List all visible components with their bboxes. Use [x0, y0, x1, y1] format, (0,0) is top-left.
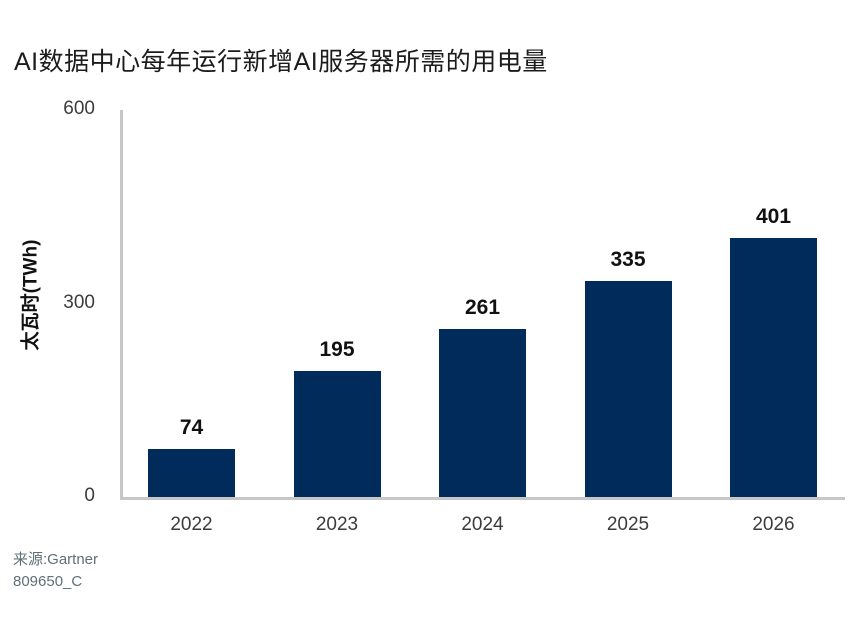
y-axis-line	[120, 110, 123, 500]
x-tick-label: 2025	[606, 514, 650, 535]
figure-id: 809650_C	[13, 573, 83, 590]
plot-area: 74 195 261 335 401	[120, 110, 845, 497]
bar-2024	[439, 328, 526, 497]
x-tick-label: 2023	[315, 514, 359, 535]
source-block: 来源:Gartner 809650_C	[13, 549, 98, 593]
bar-value-label: 261	[464, 295, 501, 319]
chart-title: AI数据中心每年运行新增AI服务器所需的用电量	[14, 48, 548, 76]
y-tick-label: 300	[63, 291, 95, 313]
x-axis-line	[120, 497, 845, 500]
x-tick-label: 2022	[170, 514, 213, 535]
source-text: 来源:Gartner	[13, 551, 99, 568]
x-axis-labels: 2022 2023 2024 2025 2026	[120, 514, 845, 540]
y-tick-label: 0	[84, 484, 95, 506]
bar-2022	[148, 449, 235, 497]
bar-value-label: 195	[319, 338, 355, 362]
y-tick-label: 600	[63, 97, 95, 119]
bar-value-label: 335	[610, 247, 646, 271]
bar-2026	[730, 238, 817, 497]
y-axis-ticks: 0 300 600	[0, 98, 95, 506]
bar-value-label: 401	[755, 205, 792, 229]
bar-2025	[584, 280, 672, 497]
bar-2023	[293, 371, 381, 497]
x-tick-label: 2026	[752, 514, 795, 535]
x-tick-label: 2024	[461, 514, 504, 535]
bar-value-label: 74	[179, 416, 204, 440]
